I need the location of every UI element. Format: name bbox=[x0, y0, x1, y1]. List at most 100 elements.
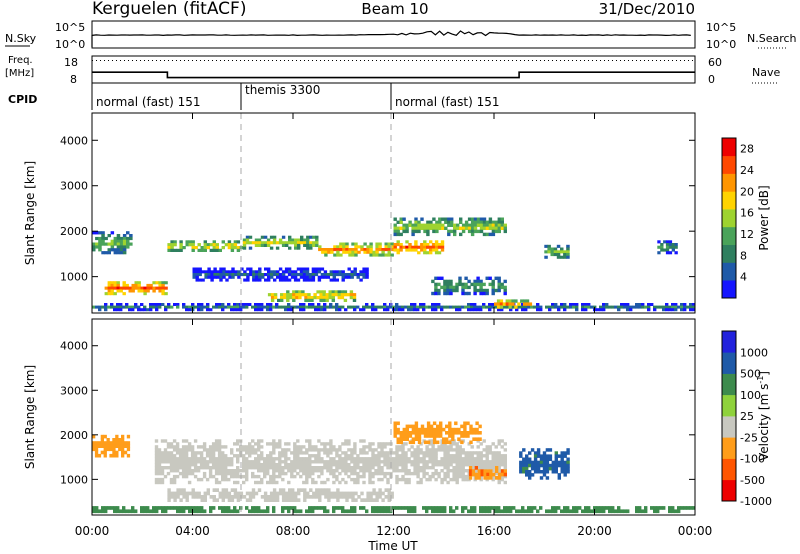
heat-cell-1 bbox=[335, 451, 339, 455]
heat-cell-6 bbox=[434, 506, 438, 510]
heat-cell-0 bbox=[94, 444, 99, 448]
heat-cell-1 bbox=[338, 448, 342, 452]
heat-cell-1 bbox=[193, 463, 198, 467]
heat-cell-1 bbox=[149, 283, 153, 287]
heat-cell-1 bbox=[443, 448, 447, 452]
heat-cell-9 bbox=[414, 223, 418, 227]
heat-cell-4 bbox=[297, 241, 301, 245]
heat-cell-9 bbox=[414, 220, 418, 224]
heat-cell-0 bbox=[269, 305, 273, 309]
heat-cell-3 bbox=[463, 434, 467, 438]
heat-cell-1 bbox=[395, 477, 399, 482]
heat-cell-7 bbox=[195, 273, 199, 277]
heat-cell-1 bbox=[497, 457, 501, 461]
heat-cell-6 bbox=[194, 506, 198, 510]
heat-cell-5 bbox=[522, 466, 526, 471]
search-tick-top: 10^5 bbox=[706, 21, 736, 34]
heat-cell-7 bbox=[249, 273, 253, 277]
heat-cell-13 bbox=[663, 240, 667, 244]
heat-cell-6 bbox=[434, 251, 439, 255]
heat-cell-6 bbox=[158, 506, 162, 510]
heat-cell-1 bbox=[455, 457, 459, 461]
heat-cell-0 bbox=[488, 303, 492, 306]
heat-cell-9 bbox=[470, 226, 475, 230]
heat-cell-0 bbox=[112, 453, 116, 458]
heat-cell-2 bbox=[101, 234, 105, 238]
heat-cell-0 bbox=[659, 305, 663, 309]
heat-cell-5 bbox=[348, 250, 352, 254]
heat-cell-2 bbox=[327, 495, 331, 499]
heat-cell-4 bbox=[483, 469, 487, 473]
heat-cell-1 bbox=[368, 448, 372, 452]
heat-cell-9 bbox=[461, 226, 466, 230]
heat-cell-2 bbox=[309, 488, 313, 492]
heat-cell-8 bbox=[337, 293, 341, 297]
heat-cell-0 bbox=[485, 305, 489, 309]
heat-cell-1 bbox=[446, 471, 450, 476]
heat-cell-1 bbox=[374, 471, 378, 476]
heat-cell-0 bbox=[106, 438, 110, 442]
heat-cell-1 bbox=[281, 460, 285, 464]
heat-cell-2 bbox=[182, 491, 186, 496]
heat-cell-1 bbox=[251, 463, 255, 467]
heat-cell-1 bbox=[419, 469, 423, 473]
heat-cell-3 bbox=[451, 431, 455, 435]
heat-cell-1 bbox=[245, 445, 249, 449]
heat-cell-1 bbox=[428, 474, 432, 479]
heat-cell-10 bbox=[434, 288, 438, 293]
heat-cell-1 bbox=[380, 448, 384, 452]
heat-cell-6 bbox=[584, 509, 588, 514]
heat-cell-1 bbox=[287, 442, 291, 446]
heat-cell-0 bbox=[167, 305, 171, 309]
heat-cell-1 bbox=[263, 460, 267, 464]
heat-cell-9 bbox=[497, 220, 501, 224]
heat-cell-8 bbox=[307, 293, 311, 297]
heat-cell-12 bbox=[556, 244, 561, 248]
heat-cell-7 bbox=[305, 278, 310, 282]
heat-cell-6 bbox=[143, 509, 147, 514]
heat-cell-6 bbox=[429, 248, 433, 252]
heat-cell-0 bbox=[143, 305, 147, 309]
heat-cell-2 bbox=[227, 495, 232, 499]
heat-cell-10 bbox=[488, 276, 492, 280]
heat-cell-0 bbox=[118, 441, 122, 445]
heat-cell-1 bbox=[161, 283, 165, 287]
heat-cell-4 bbox=[288, 246, 292, 250]
heat-cell-7 bbox=[216, 270, 220, 274]
heat-cell-6 bbox=[461, 506, 465, 510]
heat-cell-9 bbox=[473, 220, 478, 224]
heat-cell-8 bbox=[270, 293, 275, 297]
heat-cell-1 bbox=[362, 445, 366, 449]
heat-cell-1 bbox=[425, 466, 429, 470]
heat-cell-1 bbox=[365, 460, 369, 464]
heat-cell-7 bbox=[332, 270, 336, 274]
heat-cell-5 bbox=[548, 454, 553, 458]
heat-cell-6 bbox=[405, 240, 409, 244]
heat-cell-9 bbox=[444, 226, 448, 230]
heat-cell-5 bbox=[560, 470, 564, 474]
heat-cell-0 bbox=[353, 308, 357, 312]
heat-cell-4 bbox=[500, 472, 505, 477]
heat-cell-1 bbox=[383, 474, 387, 479]
heat-cell-6 bbox=[554, 509, 558, 514]
heat-cell-0 bbox=[149, 308, 153, 312]
heat-cell-1 bbox=[407, 460, 411, 464]
heat-cell-2 bbox=[378, 495, 382, 499]
heat-cell-2 bbox=[212, 495, 216, 499]
heat-cell-6 bbox=[399, 243, 403, 247]
heat-cell-1 bbox=[155, 286, 159, 290]
heat-cell-1 bbox=[154, 480, 159, 485]
heat-cell-1 bbox=[458, 471, 462, 476]
heat-cell-1 bbox=[491, 454, 495, 458]
heat-cell-1 bbox=[281, 454, 285, 458]
heat-cell-6 bbox=[420, 245, 424, 249]
heat-cell-1 bbox=[458, 474, 462, 479]
heat-cell-1 bbox=[169, 460, 174, 464]
heat-cell-4 bbox=[288, 238, 292, 242]
heat-cell-1 bbox=[482, 448, 486, 452]
heat-cell-1 bbox=[184, 460, 189, 464]
heat-cell-1 bbox=[470, 451, 474, 455]
heat-cell-5 bbox=[354, 253, 358, 257]
heat-cell-3 bbox=[191, 246, 195, 250]
